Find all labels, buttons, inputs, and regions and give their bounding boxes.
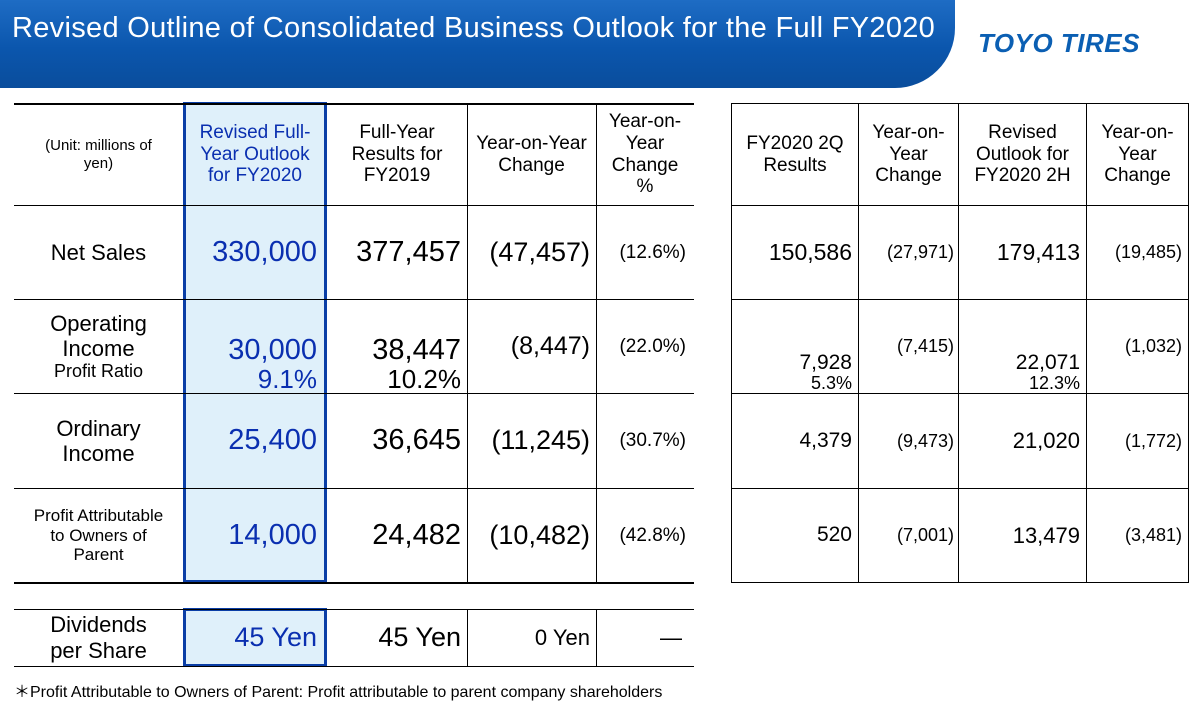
table-border (1086, 103, 1087, 583)
table-border (14, 299, 694, 300)
table-border (467, 609, 468, 666)
ordinary-income-2q: 4,379 (799, 428, 852, 452)
operating-income-2h-value: 22,071 (1015, 351, 1080, 375)
table-border (14, 103, 694, 105)
operating-income-2q: 7,928 5.3% (732, 300, 858, 393)
table-border (14, 582, 694, 584)
profit-attributable-2h: 13,479 (1012, 522, 1080, 548)
profit-attributable-outlook: 14,000 (228, 518, 317, 551)
page-title: Revised Outline of Consolidated Business… (12, 12, 936, 44)
header-banner: Revised Outline of Consolidated Business… (0, 0, 955, 88)
operating-income-outlook-ratio: 9.1% (257, 363, 317, 394)
table-border (14, 488, 694, 489)
net-sales-2q: 150,586 (768, 239, 852, 266)
operating-income-2h: 22,071 12.3% (959, 300, 1086, 393)
profit-attributable-2q-yoy: (7,001) (896, 525, 954, 546)
operating-income-2h-ratio: 12.3% (1028, 373, 1080, 394)
table-border (731, 103, 732, 583)
unit-label: (Unit: millions of yen) (45, 137, 152, 172)
table-border (596, 103, 597, 583)
row-label-ordinary-income: Ordinary Income (56, 415, 141, 466)
row-label-dividends: Dividends per Share (50, 611, 147, 663)
net-sales-2h-yoy: (19,485) (1114, 242, 1182, 263)
profit-attributable-yoy: (10,482) (489, 519, 590, 550)
net-sales-2q-yoy: (27,971) (886, 242, 954, 263)
company-logo: TOYO TIRES (978, 28, 1140, 58)
net-sales-yoy-pct: (12.6%) (619, 241, 686, 263)
table-border (731, 205, 1189, 206)
operating-income-2h-yoy: (1,032) (1124, 336, 1182, 357)
row-label-profit-attributable: Profit Attributable to Owners of Parent (33, 506, 164, 565)
table-border (467, 103, 468, 583)
table-border (731, 103, 1189, 104)
ordinary-income-2h: 21,020 (1012, 428, 1080, 454)
table-border (14, 609, 694, 610)
operating-income-yoy: (8,447) (510, 332, 590, 361)
operating-income-2q-value: 7,928 (799, 351, 852, 375)
operating-income-fy2019-ratio: 10.2% (387, 363, 461, 394)
profit-attributable-yoy-pct: (42.8%) (619, 524, 686, 546)
table-border (1188, 103, 1189, 583)
ordinary-income-yoy: (11,245) (491, 425, 590, 456)
table-border (14, 393, 694, 394)
col-header-2q-results: FY2020 2Q Results (746, 132, 844, 176)
net-sales-outlook: 330,000 (212, 235, 317, 268)
row-label-operating-income: Operating Income Profit Ratio (14, 300, 183, 393)
dividends-fy2019: 45 Yen (378, 622, 461, 653)
table-border (731, 582, 1189, 583)
ordinary-income-fy2019: 36,645 (372, 424, 461, 457)
table-border (731, 488, 1189, 489)
dividends-yoy: 0 Yen (534, 625, 590, 651)
col-header-2h-outlook: Revised Outlook for FY2020 2H (974, 121, 1071, 187)
table-border (14, 205, 694, 206)
operating-income-outlook: 30,000 9.1% (183, 300, 327, 393)
col-header-fy2019-results: Full-Year Results for FY2019 (351, 121, 443, 187)
profit-attributable-2h-yoy: (3,481) (1124, 525, 1182, 546)
operating-income-label: Operating Income (50, 310, 147, 362)
net-sales-yoy: (47,457) (489, 236, 590, 267)
dividends-outlook: 45 Yen (234, 622, 317, 653)
operating-income-fy2019-value: 38,447 (372, 334, 461, 367)
table-border (958, 103, 959, 583)
col-header-revised-outlook: Revised Full-Year Outlook for FY2020 (199, 121, 311, 187)
table-border (858, 103, 859, 583)
table-border (731, 393, 1189, 394)
operating-income-yoy-pct: (22.0%) (619, 335, 686, 357)
col-header-2h-yoy: Year-on-Year Change (1101, 121, 1174, 187)
col-header-yoy-pct: Year-on-Year Change % (608, 110, 682, 198)
table-border (731, 299, 1189, 300)
footnote: ＊Profit Attributable to Owners of Parent… (14, 684, 663, 701)
table-border (596, 609, 597, 666)
profit-attributable-fy2019: 24,482 (372, 518, 461, 551)
operating-income-fy2019: 38,447 10.2% (327, 300, 467, 393)
operating-income-2q-yoy: (7,415) (896, 336, 954, 357)
operating-income-outlook-value: 30,000 (228, 334, 317, 367)
highlight-dividend-outlook (183, 608, 327, 667)
col-header-2q-yoy: Year-on-Year Change (872, 121, 945, 187)
row-label-net-sales: Net Sales (50, 239, 147, 265)
ordinary-income-yoy-pct: (30.7%) (619, 430, 686, 452)
table-border (14, 666, 694, 667)
col-header-yoy-change: Year-on-Year Change (476, 132, 587, 176)
operating-income-2q-ratio: 5.3% (810, 373, 852, 394)
profit-ratio-label: Profit Ratio (53, 361, 144, 382)
ordinary-income-2q-yoy: (9,473) (896, 430, 954, 451)
ordinary-income-outlook: 25,400 (228, 424, 317, 457)
profit-attributable-2q: 520 (816, 523, 852, 547)
net-sales-2h: 179,413 (996, 239, 1080, 266)
ordinary-income-2h-yoy: (1,772) (1124, 430, 1182, 451)
highlight-outlook-column (183, 102, 327, 583)
net-sales-fy2019: 377,457 (356, 235, 461, 268)
dividends-yoy-pct: — (660, 625, 682, 651)
